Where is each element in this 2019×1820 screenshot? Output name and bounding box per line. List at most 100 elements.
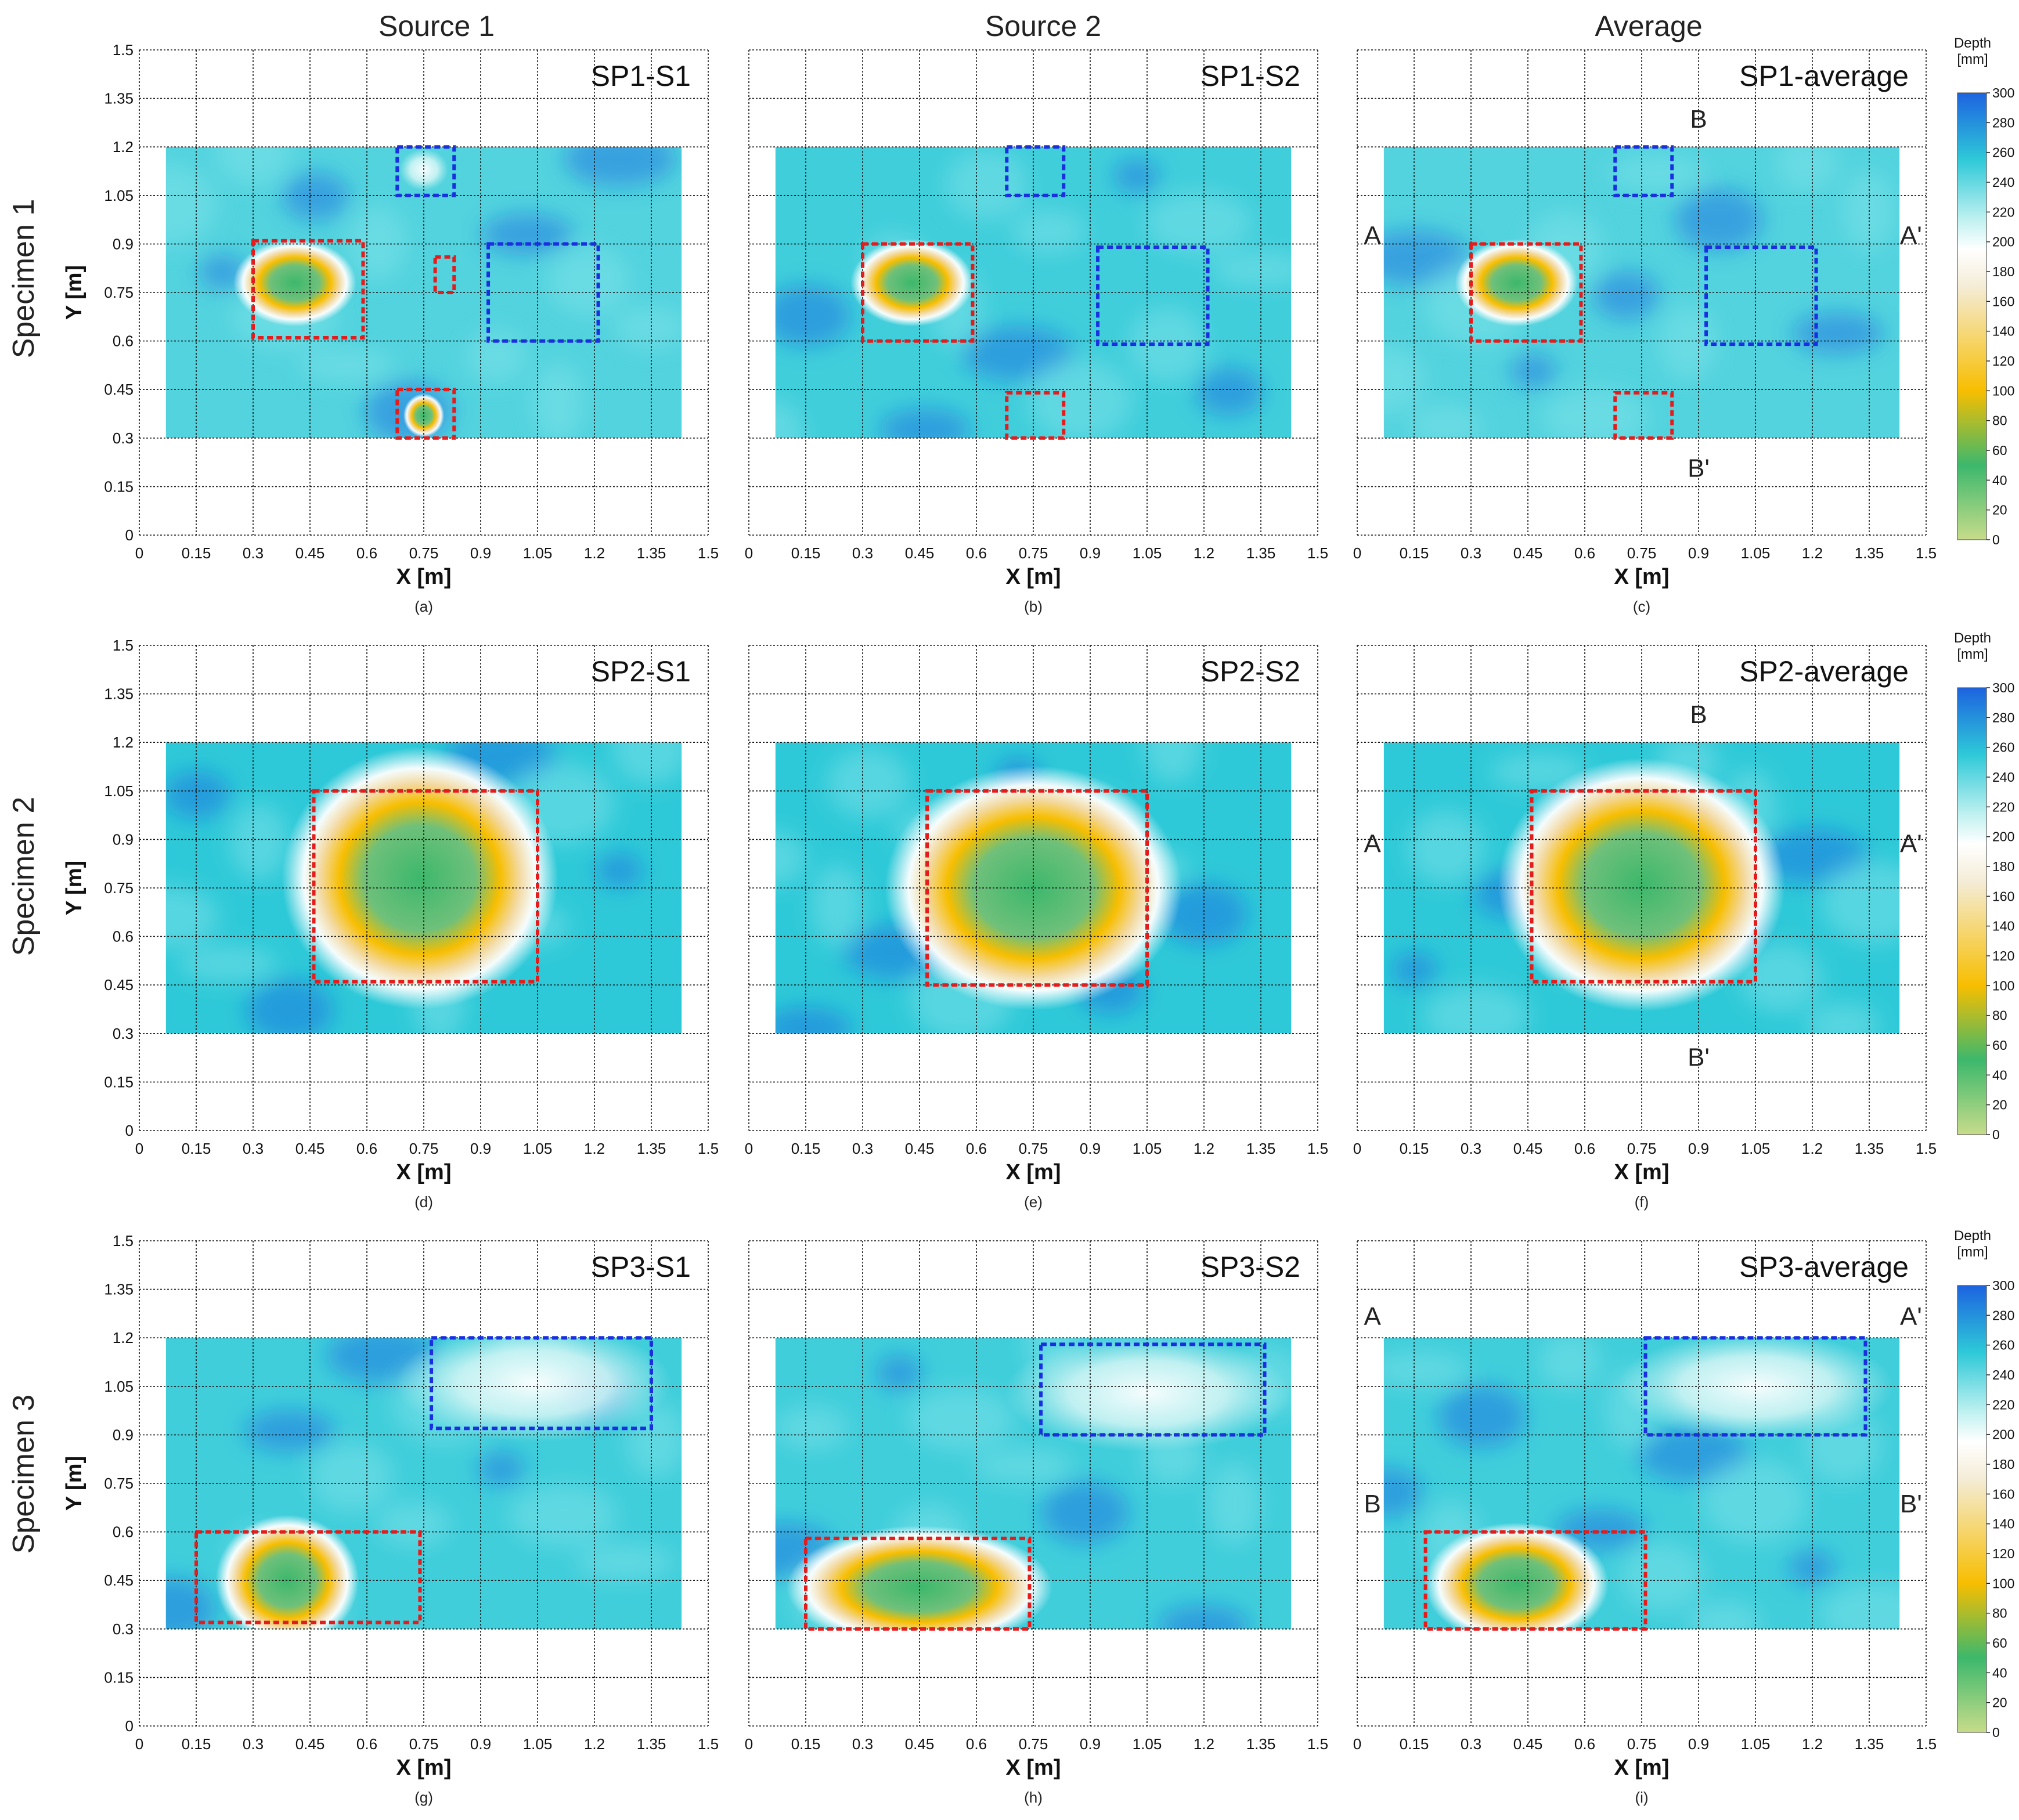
panel-caption: (a)	[414, 598, 433, 615]
texture-blob	[1636, 1426, 1750, 1482]
x-tick-label: 1.35	[1246, 1735, 1276, 1753]
x-tick-label: 1.5	[1916, 1735, 1937, 1753]
void-box	[194, 1530, 422, 1624]
texture-blob	[1027, 359, 1131, 438]
x-tick-label: 0.3	[1461, 1735, 1481, 1753]
colorbar-tick-label: 60	[1992, 1635, 2007, 1651]
y-tick-label: 0.15	[104, 1669, 134, 1686]
texture-blob	[1040, 1481, 1129, 1544]
colorbar-tick-label: 60	[1992, 1038, 2007, 1053]
column-titles: Source 1 Source 2 Average	[378, 10, 1703, 42]
anomaly-void	[282, 747, 558, 1009]
row-label-specimen-2: Specimen 2	[7, 797, 41, 956]
colorbar-unit: [mm]	[1957, 647, 1988, 662]
texture-blob	[879, 408, 971, 438]
x-tick-label: 0.45	[1513, 544, 1543, 562]
texture-blob	[547, 246, 630, 315]
texture-blob	[1195, 367, 1263, 416]
texture-blob	[465, 329, 527, 384]
x-tick-label: 0.45	[295, 1140, 325, 1157]
panel-title: SP1-average	[1739, 60, 1909, 92]
section-marker: A	[1364, 221, 1381, 250]
texture-blob	[246, 978, 334, 1034]
heatmap-g	[165, 1338, 682, 1629]
y-tick-label: 1.35	[104, 685, 134, 703]
x-tick-label: 0.6	[966, 1140, 987, 1157]
x-tick-label: 0.45	[905, 1735, 935, 1753]
anomaly-shallow-zone	[1617, 1338, 1894, 1441]
x-tick-label: 0.3	[243, 544, 264, 562]
x-tick-label: 0.9	[1080, 1140, 1101, 1157]
texture-blob	[775, 1006, 853, 1034]
row-label-specimen-3: Specimen 3	[7, 1395, 41, 1554]
y-tick-label: 0.6	[113, 333, 134, 350]
grid	[748, 645, 1318, 1131]
section-marker: B'	[1688, 454, 1710, 483]
x-tick-label: 0	[745, 544, 753, 562]
heatmap-d	[165, 742, 682, 1034]
x-tick-label: 0.9	[1080, 544, 1101, 562]
colorbar-tick-label: 0	[1992, 532, 2000, 547]
heatmap-e	[775, 742, 1292, 1034]
colorbar-tick-label: 180	[1992, 859, 2014, 874]
colorbar-tick-label: 20	[1992, 1097, 2007, 1113]
anomaly-void	[1498, 758, 1785, 1012]
x-axis-title: X [m]	[1006, 565, 1061, 589]
x-tick-label: 0.9	[470, 544, 491, 562]
texture-blob	[974, 1447, 1072, 1484]
texture-blob	[1542, 387, 1649, 438]
x-tick-label: 0.45	[905, 544, 935, 562]
x-tick-label: 1.2	[584, 544, 605, 562]
void-box	[312, 789, 539, 984]
texture-blob	[775, 284, 851, 348]
x-tick-label: 0.6	[1574, 1735, 1595, 1753]
y-tick-label: 1.05	[104, 187, 134, 204]
x-tick-label: 0.75	[1019, 1140, 1048, 1157]
x-tick-label: 0.9	[1688, 1735, 1709, 1753]
x-tick-label: 1.05	[523, 544, 553, 562]
texture-blob	[165, 886, 219, 948]
section-marker: B	[1364, 1490, 1380, 1518]
texture-blob	[1391, 952, 1438, 987]
x-tick-label: 1.35	[1246, 1140, 1276, 1157]
texture-blob	[282, 172, 349, 221]
texture-blob	[1211, 251, 1292, 287]
x-tick-label: 0.6	[966, 1735, 987, 1753]
colorbar-tick-label: 220	[1992, 799, 2014, 814]
texture-blob	[626, 1402, 682, 1478]
grid	[1357, 1240, 1927, 1727]
texture-blob	[596, 853, 643, 888]
anomaly-void	[1424, 1522, 1609, 1629]
x-tick-label: 0.75	[1627, 1735, 1657, 1753]
colorbar-tick-label: 140	[1992, 324, 2014, 339]
x-tick-label: 0.45	[295, 1735, 325, 1753]
x-tick-label: 1.35	[1855, 544, 1884, 562]
grid	[748, 49, 1318, 536]
colorbar-tick-label: 260	[1992, 1338, 2014, 1353]
x-tick-label: 0.3	[243, 1140, 264, 1157]
colorbar-tick-label: 160	[1992, 889, 2014, 904]
colorbar-scale	[1957, 92, 1987, 540]
x-tick-label: 0.3	[1461, 1140, 1481, 1157]
texture-blob	[1703, 1460, 1807, 1543]
x-axis-title: X [m]	[1614, 1756, 1670, 1780]
x-tick-label: 1.35	[1855, 1140, 1884, 1157]
y-tick-label: 0.15	[104, 478, 134, 495]
x-tick-label: 1.2	[1194, 1140, 1214, 1157]
void-box	[1005, 391, 1066, 440]
y-tick-label: 1.5	[113, 41, 134, 59]
anomaly-void	[885, 765, 1182, 1010]
colorbar-tick-label: 220	[1992, 204, 2014, 219]
section-marker: A	[1364, 830, 1381, 858]
void-box	[395, 388, 456, 440]
x-tick-label: 1.2	[1802, 1735, 1823, 1753]
shallow-box	[430, 1336, 653, 1431]
texture-blob	[1143, 742, 1202, 783]
x-tick-label: 0.75	[1627, 544, 1657, 562]
x-axis-title: X [m]	[396, 565, 452, 589]
colorbar-tick-label: 160	[1992, 294, 2014, 309]
texture-blob	[509, 1485, 616, 1547]
panel-caption: (f)	[1635, 1193, 1649, 1211]
texture-blob	[1113, 158, 1160, 194]
x-tick-label: 0.6	[966, 544, 987, 562]
